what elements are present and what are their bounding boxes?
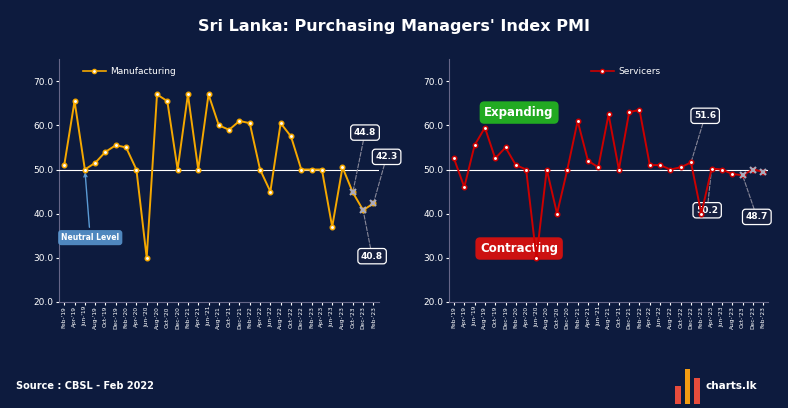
Text: Expanding: Expanding: [485, 106, 554, 119]
Legend: Servicers: Servicers: [588, 64, 664, 80]
Text: 40.8: 40.8: [361, 210, 383, 261]
Text: 48.7: 48.7: [742, 175, 768, 222]
Text: 42.3: 42.3: [374, 152, 398, 204]
Text: Source : CBSL - Feb 2022: Source : CBSL - Feb 2022: [16, 381, 154, 390]
Text: Contracting: Contracting: [480, 242, 558, 255]
Text: charts.lk: charts.lk: [705, 381, 757, 390]
Bar: [685, 369, 690, 404]
Bar: [694, 378, 700, 404]
Legend: Manufacturing: Manufacturing: [80, 64, 180, 80]
Text: 51.6: 51.6: [691, 111, 716, 162]
Text: 50.2: 50.2: [696, 169, 718, 215]
Text: 44.8: 44.8: [353, 128, 376, 193]
Text: Sri Lanka: Purchasing Managers' Index PMI: Sri Lanka: Purchasing Managers' Index PM…: [198, 19, 590, 34]
Text: Neutral Level: Neutral Level: [61, 174, 119, 242]
Bar: [675, 386, 681, 404]
